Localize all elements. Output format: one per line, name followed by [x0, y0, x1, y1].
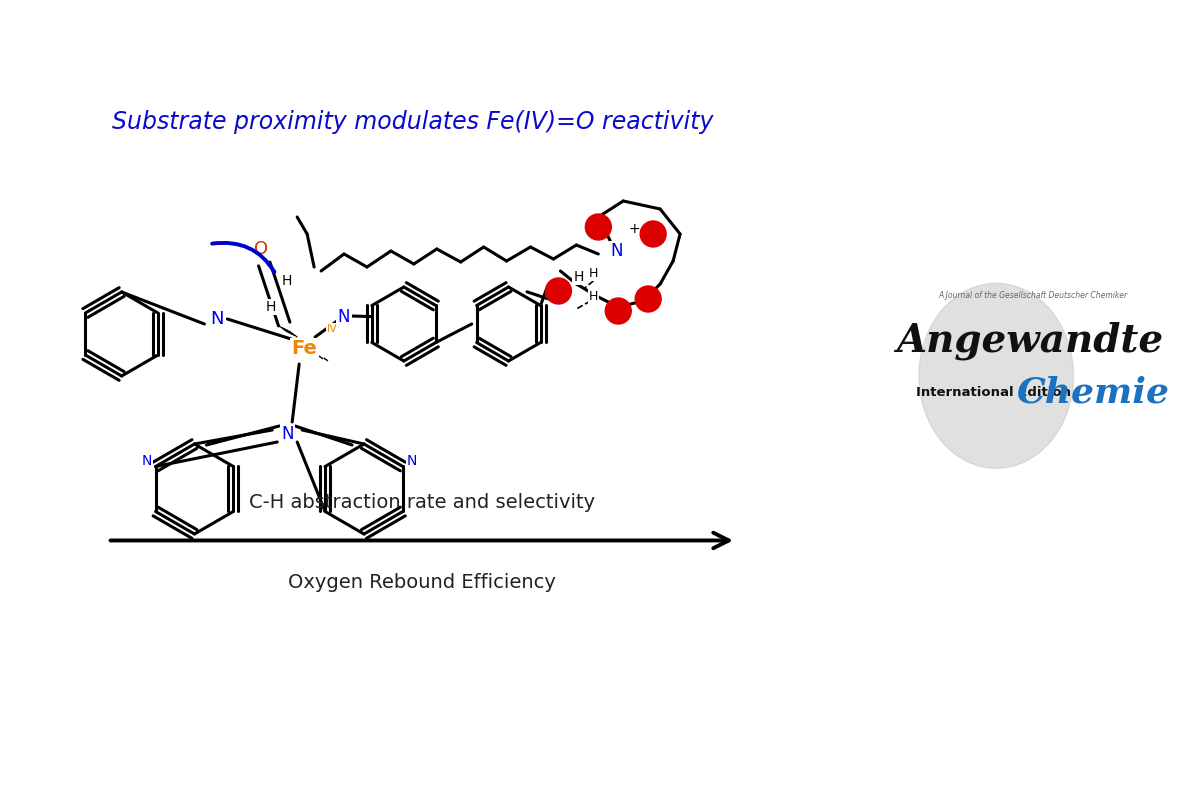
- Text: O: O: [254, 240, 269, 258]
- Text: H: H: [574, 270, 583, 284]
- Text: N: N: [337, 308, 350, 326]
- Circle shape: [635, 286, 661, 312]
- Circle shape: [605, 298, 631, 324]
- Text: +: +: [629, 222, 640, 236]
- Text: N: N: [610, 242, 623, 260]
- Circle shape: [586, 214, 611, 240]
- Text: N: N: [211, 310, 224, 328]
- Text: H: H: [282, 274, 293, 288]
- Text: N: N: [407, 454, 418, 468]
- Text: A Journal of the Gesellschaft Deutscher Chemiker: A Journal of the Gesellschaft Deutscher …: [938, 291, 1128, 301]
- Text: Oxygen Rebound Efficiency: Oxygen Rebound Efficiency: [288, 573, 556, 592]
- Text: Substrate proximity modulates Fe(IV)=O reactivity: Substrate proximity modulates Fe(IV)=O r…: [112, 110, 714, 134]
- Text: Chemie: Chemie: [1016, 376, 1170, 409]
- FancyArrowPatch shape: [212, 243, 275, 272]
- Circle shape: [641, 221, 666, 247]
- Ellipse shape: [919, 283, 1074, 469]
- Text: International Edition: International Edition: [916, 387, 1070, 399]
- Text: Fe: Fe: [292, 339, 317, 358]
- Text: H: H: [589, 267, 598, 281]
- Text: IV: IV: [326, 324, 337, 334]
- Text: C-H abstraction rate and selectivity: C-H abstraction rate and selectivity: [248, 493, 595, 512]
- Circle shape: [546, 278, 571, 304]
- Text: H: H: [266, 300, 276, 314]
- Text: N: N: [142, 454, 151, 468]
- Text: H: H: [589, 290, 598, 304]
- Text: N: N: [281, 425, 294, 443]
- Text: Angewandte: Angewandte: [895, 322, 1163, 360]
